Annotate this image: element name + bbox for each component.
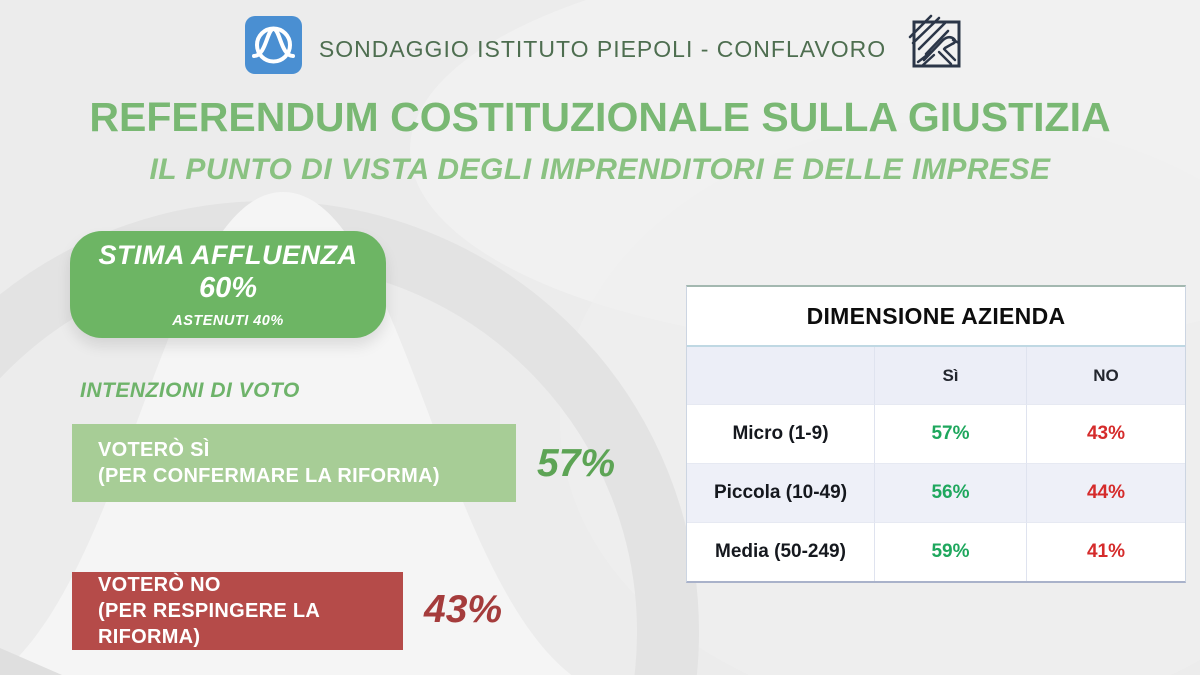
table-row: Media (50-249) 59% 41%: [687, 522, 1185, 581]
table-header-si: Sì: [874, 347, 1026, 404]
turnout-label: STIMA AFFLUENZA: [98, 240, 358, 270]
brand-header-text: SONDAGGIO ISTITUTO PIEPOLI - CONFLAVORO: [318, 36, 887, 62]
turnout-abstained: ASTENUTI 40%: [172, 313, 284, 329]
bar-no-value: 43%: [424, 588, 503, 631]
bell-curve-icon: [252, 26, 295, 64]
istituto-piepoli-logo-icon: [245, 16, 302, 74]
page-subtitle: IL PUNTO DI VISTA DEGLI IMPRENDITORI E D…: [149, 153, 1051, 186]
bar-votero-no: VOTERÒ NO (PER RESPINGERE LA RIFORMA): [72, 572, 403, 650]
row-no-value: 43%: [1026, 404, 1185, 463]
table-row: Piccola (10-49) 56% 44%: [687, 463, 1185, 522]
vote-intentions-heading: INTENZIONI DI VOTO: [80, 379, 300, 402]
bar-votero-si: VOTERÒ SÌ (PER CONFERMARE LA RIFORMA): [72, 424, 516, 502]
turnout-value: 60%: [198, 272, 258, 304]
row-no-value: 41%: [1026, 522, 1185, 581]
row-si-value: 57%: [874, 404, 1026, 463]
table-title: DIMENSIONE AZIENDA: [687, 287, 1185, 347]
bar-no-label-line1: VOTERÒ NO: [98, 574, 221, 596]
bar-si-value: 57%: [537, 442, 616, 485]
row-si-value: 56%: [874, 463, 1026, 522]
company-size-table: DIMENSIONE AZIENDA Sì NO Micro (1-9) 57%…: [686, 285, 1186, 583]
page-title: REFERENDUM COSTITUZIONALE SULLA GIUSTIZI…: [89, 94, 1111, 140]
bar-si-label-line1: VOTERÒ SÌ: [98, 439, 210, 461]
row-si-value: 59%: [874, 522, 1026, 581]
bar-no-label-line2: (PER RESPINGERE LA RIFORMA): [98, 600, 320, 648]
table-header-no: NO: [1026, 347, 1185, 404]
row-label: Piccola (10-49): [687, 463, 874, 522]
eagle-icon: [908, 14, 961, 68]
table-header-row: Sì NO: [687, 347, 1185, 404]
row-no-value: 44%: [1026, 463, 1185, 522]
table-row: Micro (1-9) 57% 43%: [687, 404, 1185, 463]
row-label: Media (50-249): [687, 522, 874, 581]
turnout-estimate-box: STIMA AFFLUENZA 60% ASTENUTI 40%: [70, 231, 386, 338]
conflavoro-eagle-logo-icon: [903, 11, 967, 75]
bar-si-label-line2: (PER CONFERMARE LA RIFORMA): [98, 465, 440, 487]
table-header-empty: [687, 347, 874, 404]
row-label: Micro (1-9): [687, 404, 874, 463]
